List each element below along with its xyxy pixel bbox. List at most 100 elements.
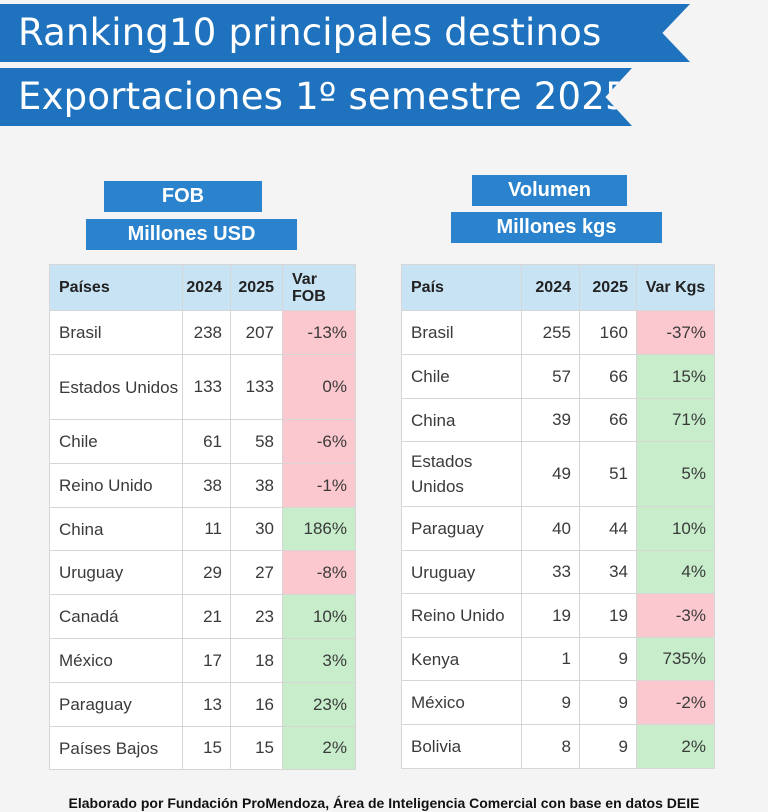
fob-ranking-table: Países 2024 2025 Var FOB Brasil 238 207 -13… [49, 264, 356, 770]
title-banner-line1: Ranking10 principales destinos [0, 4, 690, 62]
country-cell: Reino Unido [49, 463, 183, 508]
variation-cell: 10% [282, 594, 356, 639]
variation-cell: -6% [282, 419, 356, 464]
variation-cell: 10% [636, 506, 715, 551]
country-cell: Chile [49, 419, 183, 464]
variation-cell: -3% [636, 593, 715, 638]
value-2024-cell: 255 [521, 310, 580, 355]
table-row: Uruguay 29 27 -8% [49, 550, 356, 595]
value-2025-cell: 160 [579, 310, 637, 355]
variation-cell: 4% [636, 550, 715, 594]
variation-cell: 71% [636, 398, 715, 442]
country-cell: Canadá [49, 594, 183, 639]
country-cell: Brasil [401, 310, 522, 355]
value-2025-cell: 66 [579, 398, 637, 442]
country-cell: Kenya [401, 637, 522, 681]
value-2025-cell: 18 [230, 638, 283, 683]
variation-cell: -2% [636, 680, 715, 725]
value-2025-cell: 34 [579, 550, 637, 594]
country-cell: Reino Unido [401, 593, 522, 638]
fob-unit-label: Millones USD [86, 219, 297, 250]
value-2025-cell: 9 [579, 724, 637, 769]
table-row: Chile 61 58 -6% [49, 419, 356, 464]
country-cell: Uruguay [49, 550, 183, 595]
value-2024-cell: 33 [521, 550, 580, 594]
value-2025-cell: 51 [579, 441, 637, 507]
variation-cell: 15% [636, 354, 715, 399]
value-2025-cell: 16 [230, 682, 283, 727]
country-cell: México [49, 638, 183, 683]
value-2024-cell: 29 [182, 550, 231, 595]
country-cell: Paraguay [401, 506, 522, 551]
value-2025-cell: 44 [579, 506, 637, 551]
value-2024-cell: 11 [182, 507, 231, 551]
table-row: Brasil 238 207 -13% [49, 310, 356, 355]
value-2024-cell: 61 [182, 419, 231, 464]
value-2025-cell: 9 [579, 680, 637, 725]
value-2024-cell: 17 [182, 638, 231, 683]
value-2024-cell: 49 [521, 441, 580, 507]
country-cell: Países Bajos [49, 726, 183, 770]
variation-cell: -8% [282, 550, 356, 595]
column-header-country: País [401, 264, 522, 311]
title-banner-line2: Exportaciones 1º semestre 2025 [0, 68, 632, 126]
variation-cell: 3% [282, 638, 356, 683]
table-row: Estados Unidos 133 133 0% [49, 354, 356, 420]
table-row: Chile 57 66 15% [401, 354, 715, 399]
variation-cell: 186% [282, 507, 356, 551]
value-2024-cell: 8 [521, 724, 580, 769]
variation-cell: 23% [282, 682, 356, 727]
table-row: Brasil 255 160 -37% [401, 310, 715, 355]
table-header-row: Países 2024 2025 Var FOB [49, 264, 356, 311]
country-cell: Estados Unidos [49, 354, 183, 420]
variation-cell: 735% [636, 637, 715, 681]
value-2024-cell: 15 [182, 726, 231, 770]
variation-cell: 5% [636, 441, 715, 507]
country-cell: Bolivia [401, 724, 522, 769]
value-2025-cell: 19 [579, 593, 637, 638]
column-header-var: Var Kgs [636, 264, 715, 311]
value-2025-cell: 58 [230, 419, 283, 464]
value-2024-cell: 9 [521, 680, 580, 725]
variation-cell: 2% [636, 724, 715, 769]
country-cell: Uruguay [401, 550, 522, 594]
column-header-var: Var FOB [282, 264, 356, 311]
variation-cell: -13% [282, 310, 356, 355]
table-row: Canadá 21 23 10% [49, 594, 356, 639]
variation-cell: 0% [282, 354, 356, 420]
country-cell: Brasil [49, 310, 183, 355]
value-2025-cell: 23 [230, 594, 283, 639]
variation-cell: 2% [282, 726, 356, 770]
volumen-label: Volumen [472, 175, 627, 206]
table-header-row: País 2024 2025 Var Kgs [401, 264, 715, 311]
value-2025-cell: 133 [230, 354, 283, 420]
table-row: Uruguay 33 34 4% [401, 550, 715, 594]
table-row: México 17 18 3% [49, 638, 356, 683]
table-row: Paraguay 40 44 10% [401, 506, 715, 551]
column-header-2025: 2025 [579, 264, 637, 311]
column-header-2024: 2024 [182, 264, 231, 311]
table-row: Reino Unido 19 19 -3% [401, 593, 715, 638]
country-cell: China [401, 398, 522, 442]
column-header-2025: 2025 [230, 264, 283, 311]
table-row: Estados Unidos 49 51 5% [401, 441, 715, 507]
source-footer: Elaborado por Fundación ProMendoza, Área… [68, 795, 700, 811]
country-cell: China [49, 507, 183, 551]
country-cell: México [401, 680, 522, 725]
fob-label: FOB [104, 181, 262, 212]
table-row: México 9 9 -2% [401, 680, 715, 725]
value-2024-cell: 38 [182, 463, 231, 508]
volumen-ranking-table: País 2024 2025 Var Kgs Brasil 255 160 -37% C… [401, 264, 715, 769]
table-row: Bolivia 8 9 2% [401, 724, 715, 769]
country-cell: Estados Unidos [401, 441, 522, 507]
country-cell: Chile [401, 354, 522, 399]
value-2024-cell: 238 [182, 310, 231, 355]
value-2024-cell: 133 [182, 354, 231, 420]
value-2025-cell: 30 [230, 507, 283, 551]
value-2024-cell: 21 [182, 594, 231, 639]
column-header-2024: 2024 [521, 264, 580, 311]
table-row: Países Bajos 15 15 2% [49, 726, 356, 770]
variation-cell: -1% [282, 463, 356, 508]
table-row: Kenya 1 9 735% [401, 637, 715, 681]
volumen-unit-label: Millones kgs [451, 212, 662, 243]
